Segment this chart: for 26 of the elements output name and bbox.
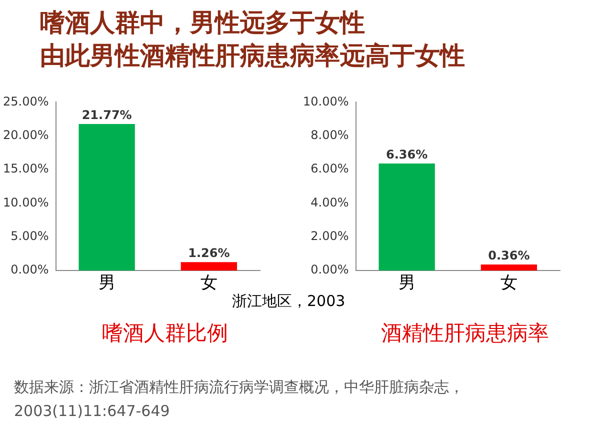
y-tick-label: 10.00% (2, 195, 49, 210)
y-tick-label: 4.00% (310, 195, 349, 210)
y-tick-label: 20.00% (2, 128, 49, 142)
x-tick-label: 女 (200, 273, 218, 294)
y-tick-label: 2.00% (310, 229, 349, 244)
chart-subtitle: 由此男性酒精性肝病患病率远高于女性 (40, 40, 465, 72)
x-axis-title: 嗜酒人群比例 (101, 320, 229, 347)
data-label: 6.36% (386, 148, 428, 162)
chart-title: 嗜酒人群中，男性远多于女性 (40, 7, 365, 39)
y-tick-label: 5.00% (10, 229, 49, 244)
data-label: 21.77% (82, 108, 132, 122)
y-tick-label: 15.00% (2, 162, 49, 176)
x-tick-label: 男 (98, 273, 116, 294)
y-tick-label: 10.00% (302, 94, 349, 108)
y-tick-label: 0.00% (10, 262, 49, 277)
y-tick-label: 25.00% (2, 94, 49, 108)
x-tick-label: 男 (398, 273, 416, 294)
y-tick-label: 8.00% (310, 128, 349, 142)
source-note: 数据来源：浙江省酒精性肝病流行病学调查概况，中华肝脏病杂志， 2003(11)11:647-649 (14, 377, 464, 422)
x-axis-title: 酒精性肝病患病率 (380, 320, 550, 347)
data-label: 0.36% (488, 248, 530, 263)
x-tick-label: 女 (500, 273, 518, 294)
data-label: 1.26% (188, 246, 230, 260)
y-tick-label: 6.00% (310, 162, 349, 176)
text: 浙江地区，2003 (232, 292, 346, 311)
y-tick-label: 0.00% (310, 262, 349, 277)
